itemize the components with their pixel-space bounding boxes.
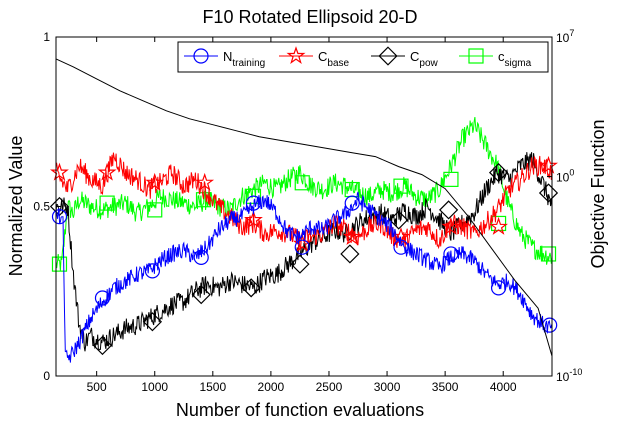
data-point	[51, 209, 68, 225]
data-point	[294, 175, 310, 191]
legend: Ntraining Cbase Cpow csigma	[177, 41, 549, 73]
data-point	[245, 188, 262, 204]
data-point	[191, 285, 211, 305]
data-point	[540, 246, 557, 262]
y2-tick-label: 100	[556, 168, 574, 185]
series-c-pow	[49, 152, 559, 356]
data-point	[443, 171, 459, 187]
series-objective-function	[55, 58, 553, 357]
data-point	[92, 335, 113, 356]
objective-function-line	[55, 58, 553, 357]
legend-entry: Ntraining	[184, 48, 265, 69]
legend-label: Cbase	[318, 49, 350, 69]
y2-tick-label: 107	[556, 28, 574, 45]
x-tick-label: 2500	[316, 380, 343, 394]
series-line	[55, 152, 553, 352]
x-tick-label: 1500	[199, 380, 226, 394]
legend-marker	[286, 46, 306, 65]
legend-entry: csigma	[459, 48, 532, 69]
y2-tick-label: 10-10	[556, 367, 582, 384]
legend-label: csigma	[498, 49, 532, 69]
series-line	[55, 191, 553, 363]
x-tick-label: 2000	[258, 380, 285, 394]
x-tick-label: 3500	[432, 380, 459, 394]
y-axis-label: Normalized Value	[6, 136, 26, 277]
legend-entry: Cbase	[279, 46, 350, 69]
axes-layer: 500 1000 1500 2000 2500 3000 3500 4000 0 0.5 1 10-1…	[33, 28, 582, 394]
series-c-base	[49, 152, 559, 252]
data-point	[389, 210, 409, 230]
series-line	[55, 117, 553, 271]
series-layer	[49, 58, 559, 363]
legend-label: Ntraining	[223, 49, 265, 69]
data-point	[241, 278, 261, 298]
y2-axis-label: Objective Function	[588, 119, 608, 268]
data-point	[142, 312, 163, 332]
data-point	[344, 195, 360, 211]
legend-marker	[468, 48, 484, 64]
data-point	[193, 249, 209, 265]
x-tick-label: 3000	[374, 380, 401, 394]
data-point	[145, 172, 165, 191]
data-point	[294, 239, 310, 255]
data-point	[439, 200, 459, 220]
data-point	[94, 290, 111, 306]
data-point	[393, 239, 409, 255]
data-point	[490, 280, 507, 296]
chart-title: F10 Rotated Ellipsoid 20-D	[202, 7, 417, 27]
data-point	[245, 195, 262, 211]
y-tick-label: 0.5	[33, 200, 50, 214]
data-point	[539, 155, 559, 174]
x-tick-label: 1000	[141, 380, 168, 394]
data-point	[393, 178, 409, 194]
data-point	[243, 210, 263, 229]
data-point	[195, 172, 215, 191]
legend-box	[177, 41, 549, 73]
x-axis-label: Number of function evaluations	[176, 400, 424, 420]
data-point	[538, 183, 559, 203]
y-tick-label: 0	[43, 369, 50, 383]
x-tick-label: 4000	[490, 380, 517, 394]
data-point	[488, 163, 509, 183]
data-point	[443, 246, 459, 262]
data-point	[51, 256, 68, 272]
legend-marker	[193, 48, 209, 64]
legend-marker	[378, 46, 398, 66]
data-point	[49, 162, 69, 181]
series-c-sigma	[51, 117, 557, 272]
data-point	[97, 162, 117, 181]
data-point	[489, 216, 508, 235]
data-point	[290, 254, 310, 274]
y-tick-label: 1	[43, 30, 50, 44]
data-point	[441, 216, 461, 235]
data-point	[342, 227, 362, 245]
legend-label: Cpow	[410, 49, 439, 69]
data-point	[144, 263, 161, 279]
legend-entry: Cpow	[371, 46, 439, 69]
series-n-training	[51, 191, 558, 363]
data-point	[340, 244, 360, 264]
data-point	[99, 195, 115, 211]
x-tick-label: 500	[87, 380, 107, 394]
data-point	[147, 202, 163, 218]
series-line	[55, 152, 553, 251]
